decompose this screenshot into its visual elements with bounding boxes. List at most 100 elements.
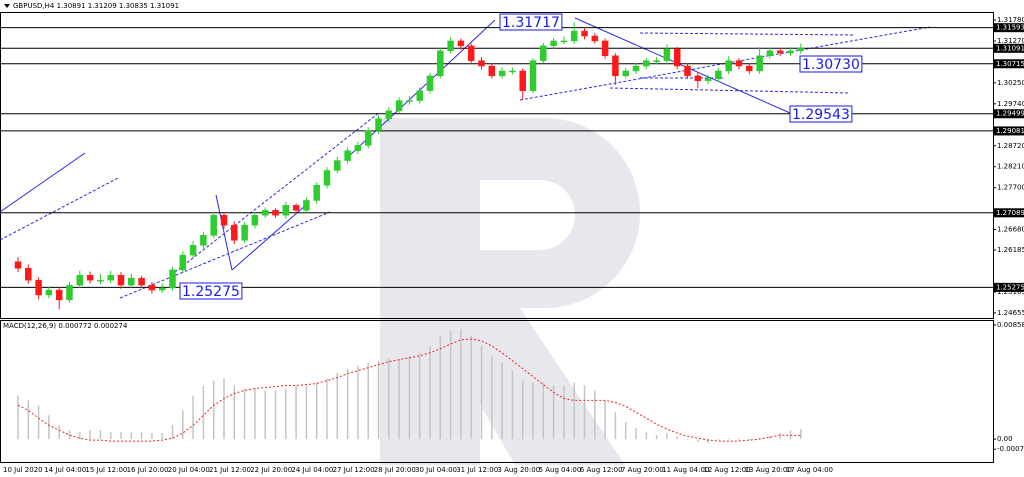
x-tick-label: 10 Jul 2020	[3, 466, 43, 474]
trend-line	[231, 204, 307, 271]
trend-line	[0, 177, 119, 241]
y-tick-label: 1.26185	[997, 246, 1024, 254]
candle-body	[272, 210, 279, 216]
x-tick-label: 21 Jul 12:00	[209, 466, 251, 474]
candle-body	[756, 55, 763, 72]
candle-body	[478, 60, 485, 67]
x-tick-label: 12 Aug 12:00	[703, 466, 750, 474]
candle-body	[426, 75, 434, 91]
candle-body	[509, 70, 516, 73]
level-label: 1.29499	[996, 110, 1024, 118]
y-tick-label: 1.25165	[997, 288, 1024, 296]
level-tag	[994, 59, 1024, 69]
candle-body	[663, 48, 671, 61]
y-tick-label: 1.24655	[997, 309, 1024, 317]
trend-line	[174, 111, 381, 273]
title-arrow	[4, 4, 10, 8]
candle-body	[653, 60, 660, 62]
candle-body	[632, 65, 640, 72]
candle-body	[14, 261, 22, 269]
x-tick-label: 7 Aug 20:00	[621, 466, 664, 474]
level-tag	[994, 43, 1024, 53]
x-tick-label: 6 Aug 12:00	[580, 466, 623, 474]
signal-line	[17, 338, 801, 442]
candle-body	[66, 284, 73, 301]
candle-body	[406, 100, 413, 102]
candle-body	[25, 268, 32, 281]
level-label: 1.25275	[996, 283, 1024, 291]
trend-line	[215, 194, 233, 271]
trend-line	[119, 211, 331, 299]
candle-body	[76, 275, 84, 286]
x-tick-label: 22 Jul 20:00	[250, 466, 292, 474]
x-tick-label: 31 Jul 12:00	[456, 466, 498, 474]
candle-body	[45, 289, 53, 296]
candle-body	[292, 205, 300, 211]
y-tick-label: 0.00	[997, 435, 1013, 443]
candle-body	[251, 214, 259, 226]
candle-body	[746, 65, 753, 72]
x-tick-label: 14 Jul 04:00	[44, 466, 86, 474]
main-panel	[0, 12, 994, 319]
x-tick-label: 17 Aug 04:00	[786, 466, 833, 474]
trend-line	[0, 152, 86, 213]
candle-body	[35, 279, 42, 296]
annotation: 1.29543	[792, 107, 850, 123]
trend-line	[349, 19, 496, 156]
candle-body	[643, 60, 650, 67]
candle-body	[282, 205, 290, 216]
trend-line	[609, 87, 851, 94]
candle-body	[395, 100, 403, 112]
y-tick-label: 1.31270	[997, 37, 1024, 45]
annotation-box	[799, 55, 863, 73]
x-tick-label: 16 Jul 20:00	[127, 466, 169, 474]
candle-body	[467, 45, 475, 61]
annotation: 1.25275	[182, 284, 240, 300]
level-label: 1.27089	[996, 209, 1024, 217]
candle-body	[148, 284, 156, 291]
candle-body	[766, 50, 774, 56]
candle-body	[581, 30, 588, 37]
y-tick-label: 1.30250	[997, 79, 1024, 87]
candle-body	[375, 118, 382, 131]
candle-body	[725, 60, 732, 72]
candle-body	[128, 277, 135, 286]
candle-body	[323, 170, 331, 186]
candle-body	[519, 70, 526, 91]
x-tick-label: 30 Jul 04:00	[415, 466, 457, 474]
candle-body	[570, 30, 578, 42]
candle-body	[437, 50, 444, 77]
level-tag	[994, 126, 1024, 136]
candle-body	[694, 75, 702, 82]
annotation-box	[499, 13, 563, 31]
y-tick-label: 1.28210	[997, 163, 1024, 171]
level-tag	[994, 282, 1024, 292]
level-tag	[994, 109, 1024, 119]
candle-body	[189, 244, 197, 256]
trend-line	[519, 26, 931, 101]
candle-body	[210, 214, 217, 236]
x-tick-label: 11 Aug 04:00	[662, 466, 709, 474]
watermark-bowl	[430, 118, 640, 465]
level-label: 1.31593	[996, 24, 1024, 32]
trend-lines	[0, 17, 931, 299]
candle-body	[55, 289, 63, 301]
x-tick-label: 15 Jul 12:00	[85, 466, 127, 474]
x-tick-label: 28 Jul 20:00	[374, 466, 416, 474]
trend-line	[639, 32, 856, 36]
candle-body	[117, 275, 125, 286]
chart-title: GBPUSD,H4 1.30891 1.31209 1.30835 1.3109…	[13, 2, 179, 10]
x-tick-label: 3 Aug 20:00	[497, 466, 540, 474]
candles	[14, 22, 805, 310]
candle-body	[498, 70, 506, 77]
candle-body	[138, 277, 145, 286]
x-tick-label: 27 Jul 12:00	[333, 466, 375, 474]
candle-body	[560, 40, 568, 43]
y-tick-label: 0.008582	[997, 321, 1024, 329]
y-tick-label: 1.27700	[997, 184, 1024, 192]
candle-body	[220, 214, 228, 226]
candle-body	[86, 275, 94, 281]
candle-body	[612, 55, 619, 77]
x-tick-label: 24 Jul 04:00	[291, 466, 333, 474]
candle-body	[179, 254, 187, 271]
